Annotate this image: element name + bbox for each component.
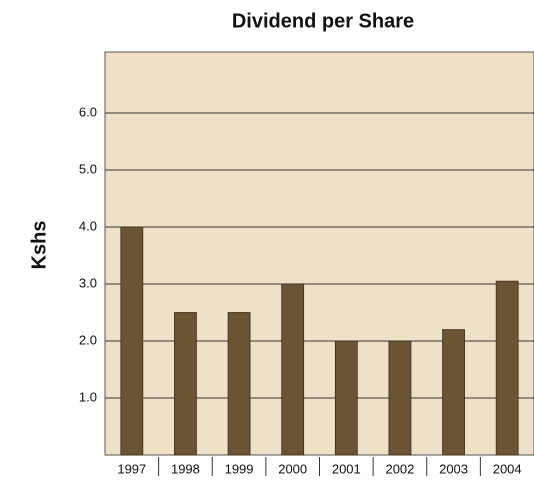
x-tick-label: 2002 [385,461,414,476]
bar [442,329,465,456]
chart-title: Dividend per Share [232,10,414,32]
bar [495,280,519,456]
y-tick-label: 3.0 [79,275,97,290]
x-tick-label: 1999 [225,461,254,476]
bar [281,283,305,456]
bar [174,312,197,456]
bar [388,340,412,456]
bar [227,312,251,456]
y-tick-label: 2.0 [79,332,97,347]
y-tick-label: 6.0 [79,104,97,119]
y-axis-label: Kshs [28,221,50,270]
plot-area [104,51,534,456]
x-tick-label: 2001 [332,461,361,476]
y-tick-label: 4.0 [79,218,97,233]
x-tick-label: 2000 [278,461,307,476]
y-tick-label: 5.0 [79,161,97,176]
x-tick-label: 1997 [117,461,146,476]
bar [334,340,358,456]
bar [120,226,144,456]
y-tick-label: 1.0 [79,389,97,404]
x-tick-label: 1998 [171,461,200,476]
x-tick-label: 2004 [493,461,522,476]
x-tick-label: 2003 [439,461,468,476]
